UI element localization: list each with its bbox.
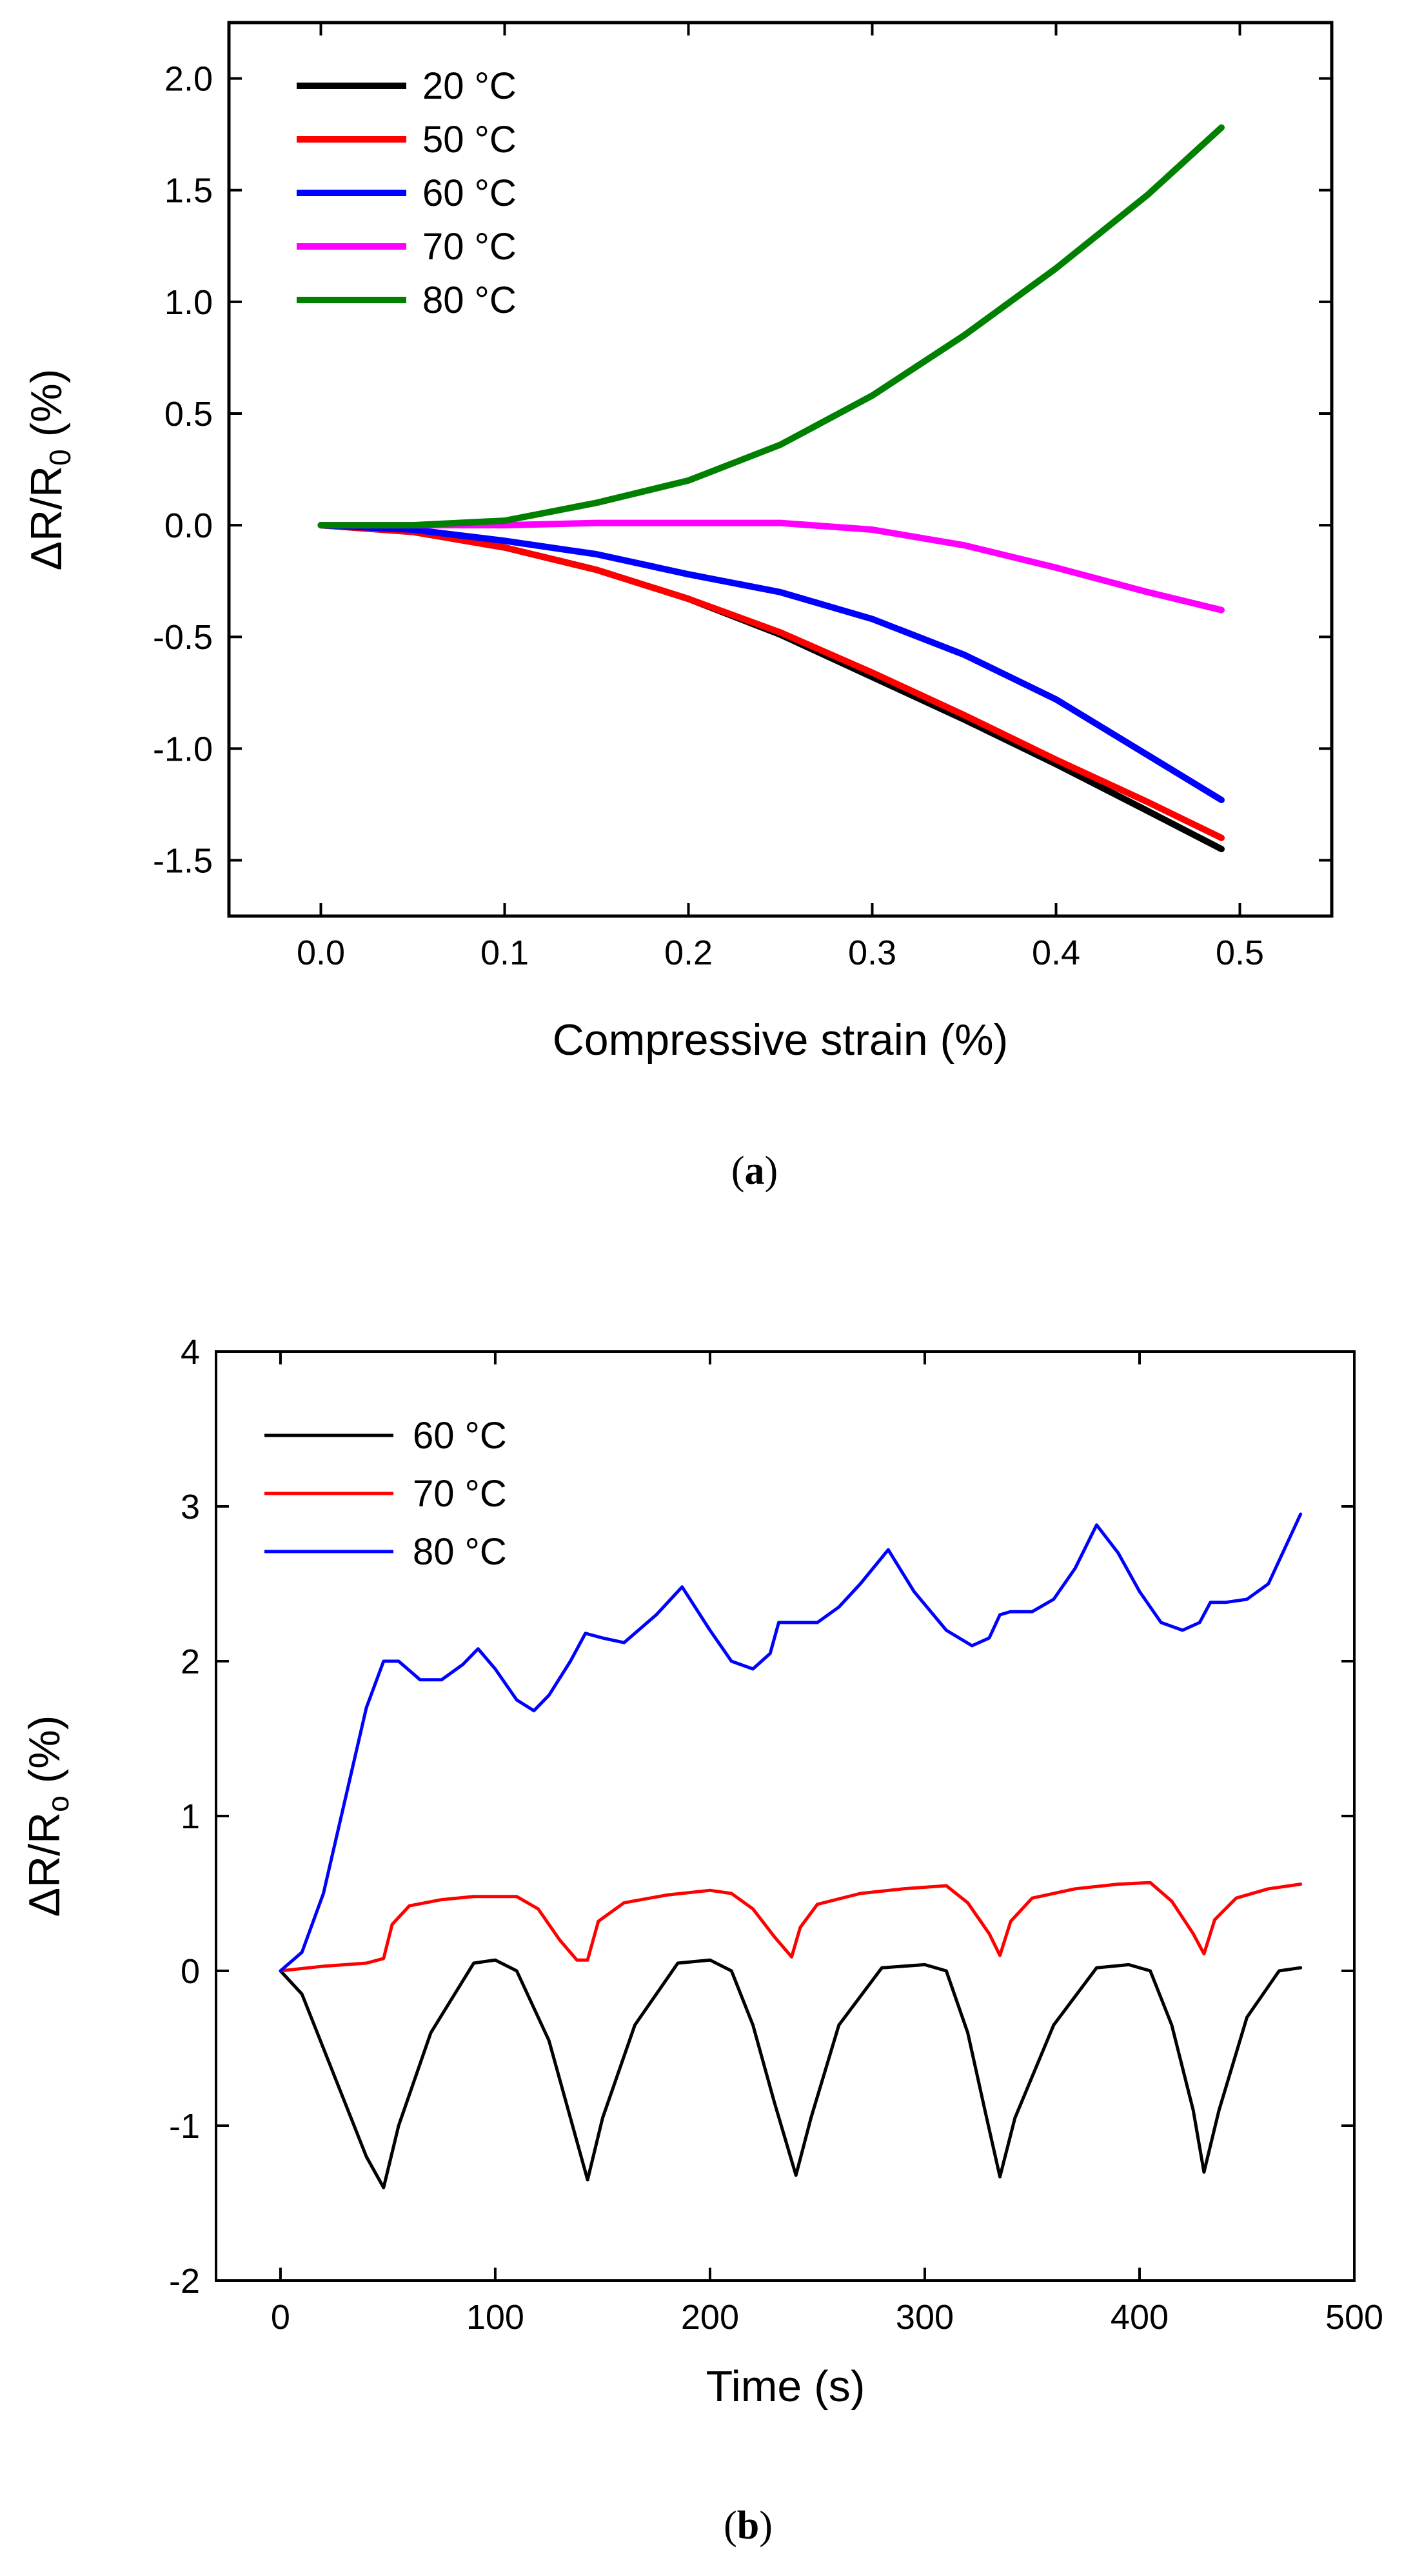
series-line-50c [317, 522, 1225, 841]
y-axis-title-a: ΔR/R0 (%) [22, 369, 77, 571]
legend-label-50c: 50 °C [422, 119, 517, 161]
y-tick-label: -1.5 [153, 841, 213, 880]
x-tick-label: 0 [271, 2298, 290, 2337]
chart-panel-a: 0.0 0.1 0.2 0.3 0.4 0.5 -1.5 -1.0 -0.5 0.0 0.5 1.0 1… [22, 21, 1334, 1193]
series-line-80c [317, 124, 1225, 529]
legend-label-70c: 70 °C [413, 1473, 507, 1515]
y-tick-label: 0 [181, 1952, 200, 1991]
series-line-60c [317, 522, 1225, 803]
legend-label-60c: 60 °C [422, 172, 517, 214]
y-tick-label: 1.5 [164, 172, 213, 210]
x-tick-label: 100 [466, 2298, 524, 2337]
x-tick-label: 0.1 [480, 934, 529, 972]
plot-frame-a [227, 21, 1334, 918]
data-lines-b [279, 1512, 1303, 2190]
y-tick-label: 2.0 [164, 60, 213, 99]
y-tick-label: -1.0 [153, 730, 213, 768]
y-tick-label: -2 [169, 2262, 200, 2301]
y-tick-label: 3 [181, 1488, 200, 1526]
legend-a: 20 °C 50 °C 60 °C 70 °C 80 °C [297, 65, 517, 321]
legend-b: 60 °C 70 °C 80 °C [264, 1415, 507, 1573]
legend-label-80c: 80 °C [413, 1531, 507, 1573]
x-tick-label: 0.5 [1216, 934, 1264, 972]
x-tick-label: 500 [1325, 2298, 1383, 2337]
y-axis-title-b: ΔR/Ro (%) [20, 1715, 75, 1917]
x-tick-label: 0.0 [297, 934, 345, 972]
data-lines-a [317, 124, 1225, 853]
chart-panel-b: 0 100 200 300 400 500 -2 -1 0 1 2 3 4 60 °C 70 °C 80 °… [20, 1333, 1383, 2548]
y-tick-label: 4 [181, 1333, 200, 1372]
series-line-80c [279, 1512, 1303, 1973]
caption-b: (b) [724, 2504, 773, 2548]
x-tick-label: 400 [1111, 2298, 1169, 2337]
series-line-60c [279, 1958, 1303, 2190]
x-tick-label: 0.4 [1032, 934, 1080, 972]
y-tick-label: 0.5 [164, 395, 213, 434]
x-tick-label: 0.2 [664, 934, 713, 972]
x-axis-title-b: Time (s) [706, 2362, 865, 2411]
caption-a: (a) [731, 1149, 778, 1193]
legend-label-60c: 60 °C [413, 1415, 507, 1457]
legend-label-20c: 20 °C [422, 65, 517, 107]
x-tick-label: 300 [896, 2298, 954, 2337]
x-axis-title-a: Compressive strain (%) [553, 1015, 1009, 1064]
y-tick-label: 2 [181, 1642, 200, 1681]
y-tick-label: 1 [181, 1797, 200, 1836]
legend-label-80c: 80 °C [422, 279, 517, 321]
axis-ticks-a: 0.0 0.1 0.2 0.3 0.4 0.5 -1.5 -1.0 -0.5 0.0 0.5 1.0 1… [153, 23, 1332, 972]
y-tick-label: -1 [169, 2107, 200, 2146]
x-tick-label: 0.3 [848, 934, 896, 972]
x-tick-label: 200 [681, 2298, 739, 2337]
legend-label-70c: 70 °C [422, 226, 517, 268]
y-tick-label: 1.0 [164, 283, 213, 322]
axis-ticks-b: 0 100 200 300 400 500 -2 -1 0 1 2 3 4 [169, 1333, 1383, 2337]
series-line-70c [279, 1881, 1303, 1973]
y-tick-label: -0.5 [153, 618, 213, 657]
y-tick-label: 0.0 [164, 506, 213, 545]
